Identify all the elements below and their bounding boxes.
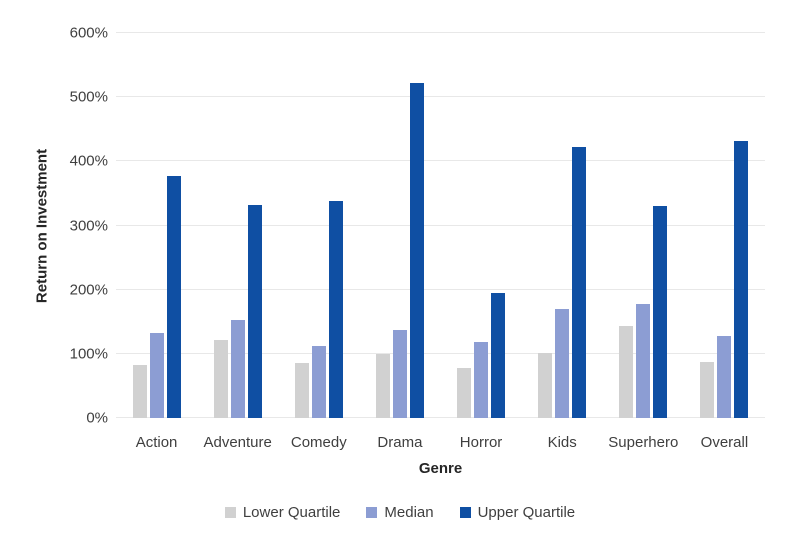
- gridline: [116, 352, 765, 354]
- x-tick-label-adventure: Adventure: [203, 434, 272, 451]
- legend-item-lower-quartile: Lower Quartile: [224, 504, 341, 521]
- bar-lower-quartile-superhero: [619, 326, 634, 418]
- bar-lower-quartile-overall: [700, 361, 715, 418]
- bar-group-adventure: [213, 33, 262, 418]
- bar-upper-quartile-action: [166, 176, 181, 418]
- y-tick-label: 400%: [69, 152, 108, 170]
- legend-label: Lower Quartile: [242, 504, 341, 521]
- gridline: [116, 288, 765, 290]
- gridline: [116, 160, 765, 162]
- bar-upper-quartile-kids: [572, 146, 587, 418]
- bar-lower-quartile-action: [132, 365, 147, 418]
- legend-label: Upper Quartile: [477, 504, 576, 521]
- bar-group-kids: [538, 33, 587, 418]
- legend-swatch-icon: [459, 507, 471, 518]
- bar-median-drama: [392, 330, 407, 418]
- bar-median-horror: [474, 341, 489, 418]
- y-tick-label: 100%: [69, 345, 108, 363]
- gridline: [116, 96, 765, 98]
- x-tick-label-kids: Kids: [547, 434, 577, 451]
- gridline: [116, 32, 765, 33]
- bar-group-drama: [375, 33, 424, 418]
- bar-lower-quartile-comedy: [294, 363, 309, 418]
- bar-upper-quartile-overall: [734, 141, 749, 418]
- x-tick-label-action: Action: [135, 434, 178, 451]
- bar-group-superhero: [619, 33, 668, 418]
- bar-group-comedy: [294, 33, 343, 418]
- bar-upper-quartile-adventure: [247, 204, 262, 418]
- x-tick-label-overall: Overall: [700, 434, 749, 451]
- bar-lower-quartile-drama: [375, 353, 390, 418]
- bar-group-horror: [457, 33, 506, 418]
- bar-upper-quartile-comedy: [328, 201, 343, 418]
- y-tick-label: 200%: [69, 281, 108, 299]
- gridline: [116, 224, 765, 226]
- gridline: [116, 417, 765, 418]
- legend: Lower Quartile Median Upper Quartile: [0, 504, 800, 521]
- x-tick-label-superhero: Superhero: [608, 434, 679, 451]
- x-tick-label-drama: Drama: [377, 434, 423, 451]
- bar-group-action: [132, 33, 181, 418]
- bar-median-adventure: [230, 319, 245, 418]
- legend-item-median: Median: [366, 504, 434, 521]
- bar-median-superhero: [636, 303, 651, 418]
- x-axis-labels: Action Adventure Comedy Drama Horror Kids Supe…: [116, 434, 765, 451]
- y-tick-label: 0%: [86, 409, 108, 427]
- bar-upper-quartile-horror: [491, 292, 506, 418]
- bar-upper-quartile-drama: [409, 83, 424, 418]
- bar-lower-quartile-adventure: [213, 340, 228, 418]
- y-tick-label: 600%: [69, 24, 108, 42]
- bars-layer: [116, 33, 765, 418]
- y-tick-label: 300%: [69, 217, 108, 234]
- bar-group-overall: [700, 33, 749, 418]
- bar-lower-quartile-kids: [538, 352, 553, 418]
- x-tick-label-comedy: Comedy: [290, 434, 347, 451]
- bar-upper-quartile-superhero: [653, 206, 668, 418]
- x-axis-title: Genre: [418, 460, 463, 477]
- bar-lower-quartile-horror: [457, 367, 472, 418]
- bar-median-kids: [555, 308, 570, 418]
- bar-median-action: [149, 332, 164, 418]
- legend-item-upper-quartile: Upper Quartile: [459, 504, 576, 521]
- plot-area: [116, 32, 765, 418]
- y-axis-ticks: 0% 100% 200% 300% 400% 500% 600%: [0, 25, 108, 427]
- legend-label: Median: [384, 504, 434, 521]
- y-tick-label: 500%: [69, 88, 108, 106]
- bar-median-overall: [717, 335, 732, 418]
- legend-swatch-icon: [224, 507, 236, 518]
- x-tick-label-horror: Horror: [459, 434, 503, 451]
- bar-median-comedy: [311, 345, 326, 418]
- legend-swatch-icon: [366, 507, 378, 518]
